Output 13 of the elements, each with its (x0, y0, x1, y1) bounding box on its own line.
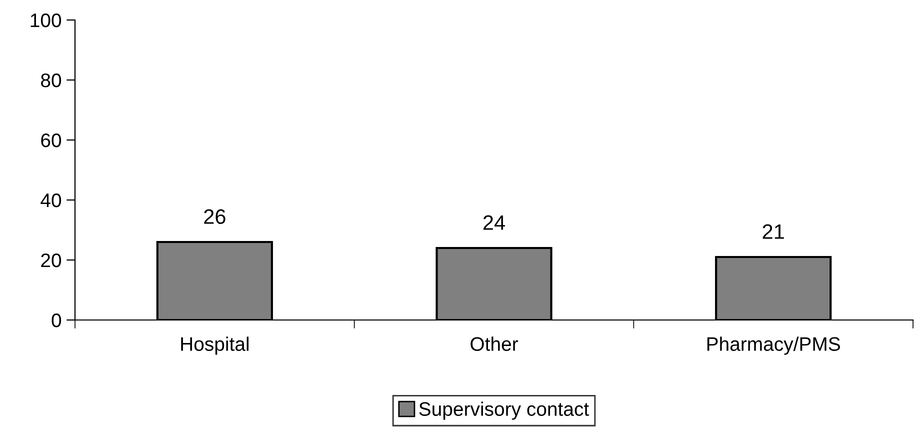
y-tick-label: 0 (52, 313, 62, 328)
legend-label: Supervisory contact (419, 402, 589, 420)
data-label: 24 (483, 215, 505, 230)
data-label: 26 (204, 209, 226, 224)
x-tick-label: Hospital (181, 336, 248, 355)
y-tick-label: 80 (41, 73, 62, 88)
y-tick-label: 40 (40, 193, 62, 208)
y-tick-label: 20 (41, 253, 62, 268)
x-tick-label: Other (470, 336, 518, 351)
y-tick-label: 60 (41, 133, 62, 148)
data-label: 21 (762, 224, 784, 239)
y-tick-label: 100 (30, 13, 62, 28)
x-tick-label: Pharmacy/PMS (707, 336, 840, 355)
